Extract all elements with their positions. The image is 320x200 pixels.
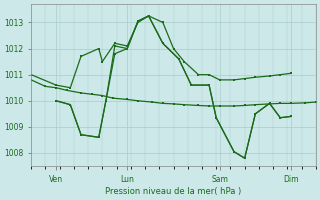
X-axis label: Pression niveau de la mer( hPa ): Pression niveau de la mer( hPa ) [105,187,242,196]
